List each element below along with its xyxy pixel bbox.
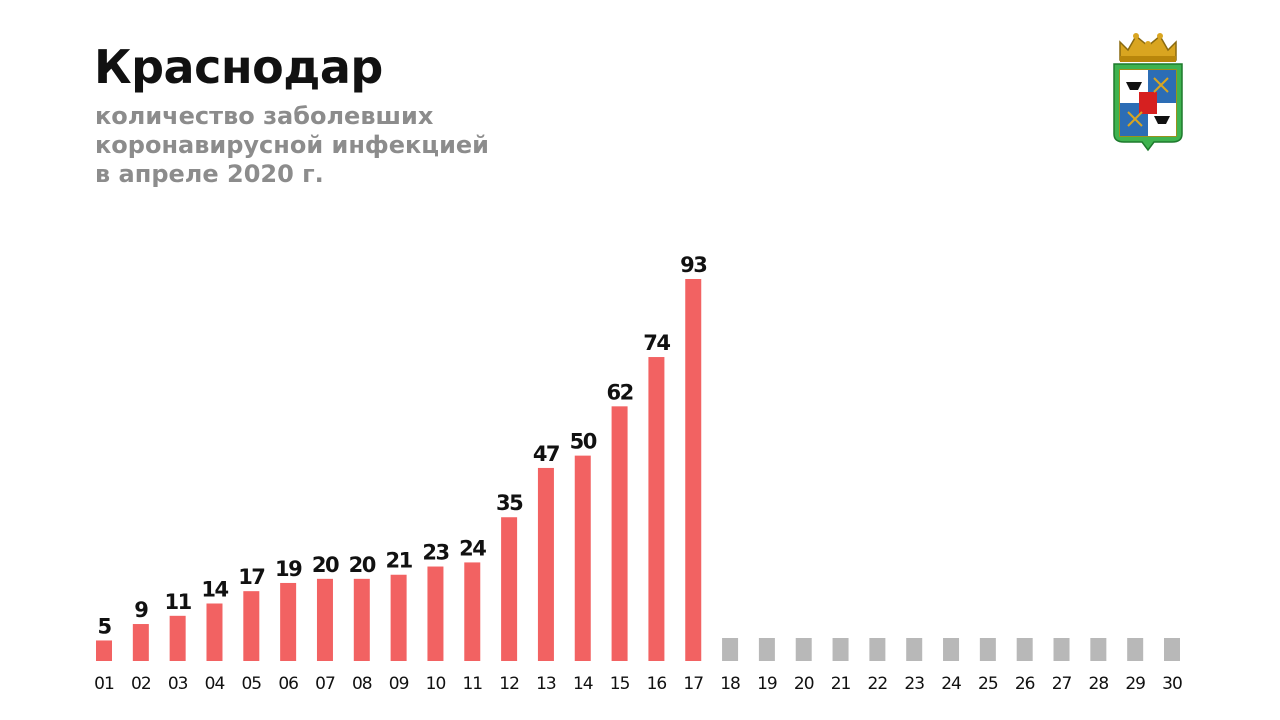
subtitle-line-1: количество заболевших [95, 102, 434, 130]
x-tick-30: 30 [1162, 674, 1182, 694]
data-label-17: 93 [680, 253, 706, 277]
data-label-01: 5 [97, 614, 111, 638]
bar-15 [611, 406, 628, 661]
x-tick-23: 23 [904, 674, 924, 694]
page-title: Краснодар [94, 40, 383, 94]
bar-20 [795, 638, 812, 661]
bar-23 [906, 638, 923, 661]
x-tick-18: 18 [720, 674, 740, 694]
x-tick-13: 13 [536, 674, 556, 694]
bar-29 [1127, 638, 1144, 661]
data-label-13: 47 [533, 442, 559, 466]
x-tick-29: 29 [1125, 674, 1145, 694]
x-tick-07: 07 [315, 674, 335, 694]
bar-12 [501, 517, 518, 661]
subtitle-line-2: коронавирусной инфекцией [95, 131, 489, 159]
x-tick-08: 08 [352, 674, 372, 694]
bar-02 [132, 624, 149, 661]
bar-06 [280, 582, 297, 661]
x-tick-16: 16 [647, 674, 667, 694]
bar-22 [869, 638, 886, 661]
bar-03 [169, 615, 186, 661]
subtitle-line-3: в апреле 2020 г. [95, 160, 324, 188]
bar-07 [316, 578, 333, 661]
x-tick-14: 14 [573, 674, 593, 694]
bar-28 [1090, 638, 1107, 661]
bar-04 [206, 603, 223, 661]
x-tick-22: 22 [868, 674, 888, 694]
bar-13 [537, 467, 554, 661]
x-tick-10: 10 [426, 674, 446, 694]
data-label-12: 35 [496, 491, 523, 515]
x-tick-15: 15 [610, 674, 630, 694]
bar-26 [1016, 638, 1033, 661]
data-label-03: 11 [165, 590, 192, 614]
bar-10 [427, 566, 444, 661]
x-tick-09: 09 [389, 674, 409, 694]
x-tick-04: 04 [205, 674, 225, 694]
bar-17 [685, 279, 702, 661]
x-tick-11: 11 [462, 674, 482, 694]
bar-21 [832, 638, 849, 661]
bar-14 [574, 455, 591, 661]
bar-24 [943, 638, 960, 661]
bar-11 [464, 562, 481, 661]
x-tick-21: 21 [831, 674, 851, 694]
bar-08 [353, 578, 370, 661]
data-label-16: 74 [643, 331, 670, 355]
data-label-05: 17 [238, 565, 264, 589]
x-tick-02: 02 [131, 674, 151, 694]
bar-27 [1053, 638, 1070, 661]
x-tick-24: 24 [941, 674, 961, 694]
bar-09 [390, 574, 407, 661]
x-tick-12: 12 [499, 674, 519, 694]
bar-16 [648, 357, 665, 661]
data-label-10: 23 [422, 541, 448, 565]
x-tick-06: 06 [278, 674, 298, 694]
x-tick-26: 26 [1015, 674, 1035, 694]
chart-subtitle: количество заболевших коронавирусной инф… [95, 102, 489, 189]
bar-05 [243, 591, 260, 661]
x-tick-19: 19 [757, 674, 777, 694]
krasnodar-coat-of-arms-icon [1113, 33, 1183, 152]
bar-01 [96, 640, 112, 661]
bar-19 [758, 638, 775, 661]
x-tick-03: 03 [168, 674, 188, 694]
x-tick-20: 20 [794, 674, 814, 694]
data-label-04: 14 [201, 577, 228, 601]
data-label-08: 20 [349, 553, 376, 577]
x-tick-01: 01 [94, 674, 114, 694]
data-label-07: 20 [312, 553, 339, 577]
x-tick-28: 28 [1089, 674, 1109, 694]
data-label-06: 19 [275, 557, 302, 581]
bar-18 [722, 638, 739, 661]
x-tick-27: 27 [1052, 674, 1072, 694]
x-tick-25: 25 [978, 674, 998, 694]
data-label-11: 24 [459, 536, 486, 560]
data-label-09: 21 [386, 549, 413, 573]
bar-25 [979, 638, 996, 661]
x-tick-05: 05 [241, 674, 261, 694]
data-label-15: 62 [606, 380, 632, 404]
x-tick-17: 17 [683, 674, 703, 694]
data-label-14: 50 [570, 430, 597, 454]
bar-30 [1164, 638, 1180, 661]
data-label-02: 9 [134, 598, 148, 622]
